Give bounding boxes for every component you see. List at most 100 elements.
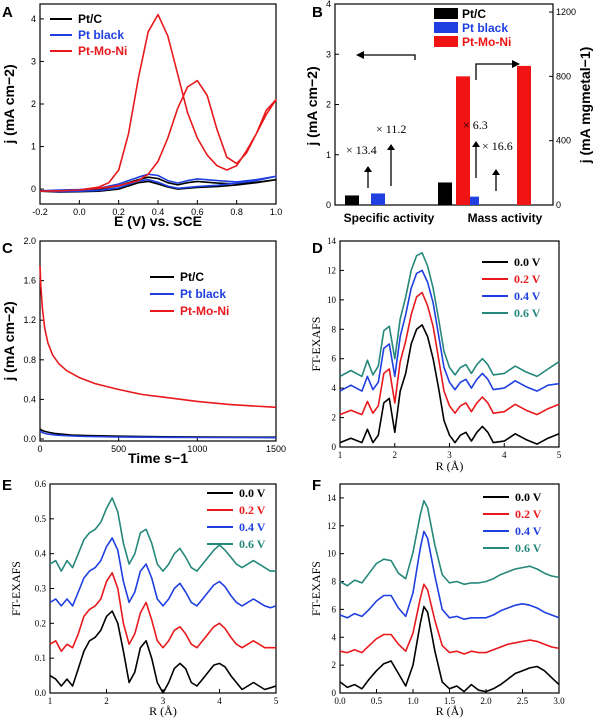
category-label: Mass activity (468, 211, 543, 225)
legend-label: Pt/C (78, 12, 102, 26)
x-tick-label: -0.2 (32, 207, 48, 217)
series-line (39, 430, 277, 439)
y-tick-label: 2 (332, 413, 337, 423)
y-tick-label: 1 (31, 142, 36, 152)
x-tick-label: 1 (338, 450, 343, 460)
y-tick-label: 2 (326, 100, 331, 110)
legend-label: Pt-Mo-Ni (78, 44, 127, 58)
legend-label: Pt black (180, 287, 226, 301)
x-tick-label: 1 (48, 696, 53, 706)
legend-label: 0.2 V (239, 503, 266, 517)
y-tick-label: 12 (327, 521, 336, 531)
x-axis-label: Time s−1 (128, 450, 188, 466)
series-line (339, 269, 560, 392)
y-tick-label: 4 (332, 383, 337, 393)
panel-letter-d: D (312, 240, 323, 257)
legend-swatch (434, 36, 458, 47)
y2-tick-label: 800 (556, 71, 571, 81)
legend-label: 0.6 V (515, 541, 542, 555)
y-tick-label: 8 (332, 577, 337, 587)
x-tick-label: 0 (37, 444, 42, 454)
arrow-head (364, 166, 372, 172)
y-tick-label: 3 (326, 49, 331, 59)
y-tick-label: 6 (332, 354, 337, 364)
panel-letter-f: F (312, 477, 321, 494)
legend-label: 0.4 V (515, 524, 542, 538)
arrow-head (356, 51, 364, 59)
chart-f: 0.0 0.5 1.0 1.5 2.0 2.5 3.0 0 2 4 6 8 10 12 14 0.0 V 0.2… (309, 483, 565, 718)
y-tick-label: 8 (332, 324, 337, 334)
x-tick-label: 0.2 (112, 207, 125, 217)
y-axis-label: j (mA cm−2) (1, 301, 17, 381)
legend-label: Pt-Mo-Ni (180, 304, 229, 318)
legend-label: 0.0 V (514, 255, 541, 269)
legend-swatch (434, 8, 458, 19)
panel-letter-a: A (2, 4, 13, 21)
y-tick-label: 0 (326, 200, 331, 210)
legend-label: 0.2 V (514, 272, 541, 286)
series-line (339, 499, 560, 587)
series-line (339, 583, 560, 655)
y-axis-label: FT-EXAFS (309, 317, 323, 372)
x-tick-label: 2.5 (517, 696, 529, 706)
series-line (339, 324, 560, 445)
multiplier-label: × 11.2 (376, 122, 406, 136)
legend-label: 0.6 V (514, 306, 541, 320)
y-tick-label: 12 (327, 265, 336, 275)
legend-label: 0.2 V (515, 507, 542, 521)
series-line (339, 605, 560, 693)
axis-arrow (360, 54, 416, 60)
chart-c: 0 500 1000 1500 0.0 0.4 0.8 1.2 1.6 2.0 Pt/C Pt bla… (1, 236, 286, 466)
x-tick-label: 2.0 (480, 696, 492, 706)
x-tick-label: 0.4 (152, 207, 165, 217)
series-line (49, 497, 276, 572)
axis-arrow (475, 63, 516, 80)
y-tick-label: 0.0 (35, 688, 47, 698)
chart-e: 1 2 3 4 5 0.0 0.1 0.2 0.3 0.4 0.5 0.6 0.0 V 0.2 V 0.4 … (9, 479, 279, 718)
y-tick-label: 3 (31, 56, 36, 66)
x-tick-label: 4 (217, 696, 222, 706)
y-tick-label: 0.3 (35, 584, 47, 594)
y-tick-label: 0.8 (23, 355, 36, 365)
legend-label: 0.0 V (239, 486, 266, 500)
bar (345, 195, 359, 205)
y-tick-label: 10 (327, 549, 337, 559)
x-tick-label: 2 (393, 450, 398, 460)
y-tick-label: 0 (31, 184, 36, 194)
x-tick-label: 2 (104, 696, 109, 706)
x-tick-label: 5 (557, 450, 562, 460)
y-axis-label: FT-EXAFS (9, 561, 23, 616)
y-axis-label: j (mA cm−2) (304, 66, 320, 146)
y-tick-label: 4 (332, 632, 337, 642)
x-tick-label: 4 (502, 450, 507, 460)
x-tick-label: 0.8 (230, 207, 243, 217)
x-axis-label: R (Å) (149, 704, 177, 718)
y-axis-label: j (mA cm−2) (1, 64, 17, 144)
x-axis-label: R (Å) (436, 704, 464, 718)
x-axis-label: E (V) vs. SCE (114, 213, 202, 229)
y-tick-label: 6 (332, 604, 337, 614)
legend-swatch (434, 22, 458, 33)
panel-letter-c: C (2, 240, 13, 257)
y-tick-label: 4 (31, 14, 36, 24)
x-tick-label: 3 (161, 696, 166, 706)
x-tick-label: 1500 (266, 444, 286, 454)
y2-tick-label: 1200 (556, 7, 576, 17)
x-tick-label: 0.6 (191, 207, 204, 217)
bar (465, 196, 479, 205)
plot-frame (39, 3, 277, 205)
multiplier-label: × 6.3 (463, 118, 488, 132)
x-tick-label: 0.0 (73, 207, 86, 217)
panel-letter-e: E (2, 477, 12, 494)
y-tick-label: 0.2 (35, 618, 46, 628)
series-line (39, 173, 277, 193)
x-tick-label: 5 (274, 696, 279, 706)
bar (438, 182, 452, 205)
y-tick-label: 10 (327, 295, 337, 305)
y-tick-label: 2 (332, 660, 337, 670)
chart-a: -0.2 0.0 0.2 0.4 0.6 0.8 1.0 0 1 2 3 4 Pt/C Pt black P… (1, 3, 282, 229)
y-tick-label: 4 (326, 0, 331, 9)
y-tick-label: 0 (332, 688, 337, 698)
y-tick-label: 1.2 (23, 315, 36, 325)
